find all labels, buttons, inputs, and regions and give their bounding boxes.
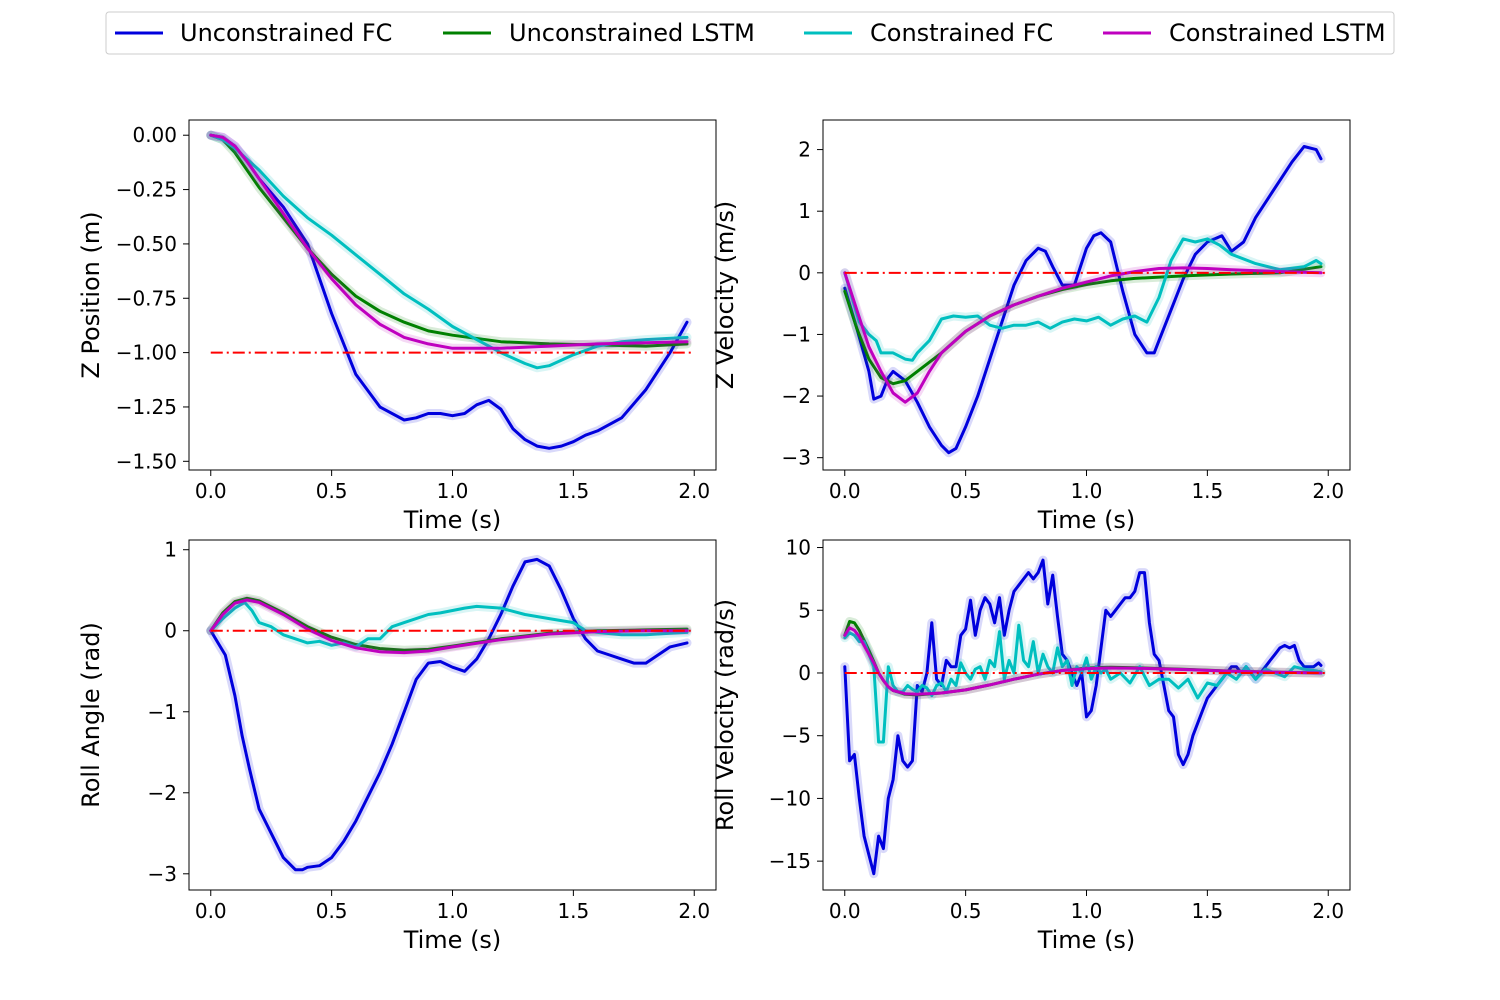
axes-frame — [188, 539, 717, 891]
axes-frame — [822, 119, 1351, 471]
x-tick-label: 2.0 — [678, 479, 710, 503]
legend-entry-constrained-fc: Constrained FC — [804, 19, 1053, 47]
y-tick-label: −0.75 — [116, 286, 177, 310]
series-line-constrained-lstm — [843, 626, 1323, 696]
y-tick-label: −0.50 — [116, 232, 177, 256]
y-tick-label: 1 — [798, 199, 811, 223]
x-tick-label: 0.0 — [195, 899, 227, 923]
y-axis-label-roll-velocity-rad-s: Roll Velocity (rad/s) — [711, 599, 739, 831]
series-line-unconstrained-lstm — [209, 133, 689, 348]
series-band-unconstrained-lstm — [206, 593, 692, 655]
series-line-constrained-fc — [843, 623, 1323, 744]
y-tick-label: −1.50 — [116, 449, 177, 473]
legend-entry-unconstrained-fc: Unconstrained FC — [115, 19, 392, 47]
x-axis-label: Time (s) — [403, 506, 502, 534]
y-tick-label: −10 — [769, 786, 811, 810]
x-tick-label: 2.0 — [1312, 899, 1344, 923]
y-tick-label: 0 — [798, 261, 811, 285]
y-tick-label: −1.25 — [116, 395, 177, 419]
y-tick-label: 2 — [798, 138, 811, 162]
y-axis-label-z-position-m: Z Position (m) — [77, 211, 105, 378]
x-tick-label: 2.0 — [1312, 479, 1344, 503]
series-band-unconstrained-lstm — [206, 130, 692, 351]
series-line-constrained-lstm — [209, 598, 689, 655]
series-line-constrained-lstm — [843, 266, 1323, 404]
x-tick-label: 1.0 — [437, 899, 469, 923]
series-group — [206, 130, 692, 453]
x-tick-label: 0.0 — [829, 479, 861, 503]
x-axis-label: Time (s) — [1037, 926, 1136, 954]
legend-entry-constrained-lstm: Constrained LSTM — [1103, 19, 1386, 47]
subplot-roll-velocity: 0.0 0.5 1.0 1.5 2.0 10 5 0 −5 −10 −15 Time (s) Roll … — [711, 536, 1351, 954]
x-tick-label: 1.5 — [1191, 899, 1223, 923]
series-line-unconstrained-fc — [843, 145, 1323, 455]
subplot-z-position: 0.0 0.5 1.0 1.5 2.0 0.00 −0.25 −0.50 −0.75 −1.00 −… — [77, 119, 717, 534]
y-axis-label-z-velocity-m-s: Z Velocity (m/s) — [711, 201, 739, 390]
y-tick-label: −1 — [148, 700, 177, 724]
x-tick-label: 0.0 — [195, 479, 227, 503]
legend-label-unconstrained-lstm: Unconstrained LSTM — [509, 19, 755, 47]
subplot-z-velocity: 0.0 0.5 1.0 1.5 2.0 2 1 0 −1 −2 −3 Time (s) Z Veloci… — [711, 119, 1351, 534]
series-band-unconstrained-fc — [206, 554, 692, 875]
series-group — [840, 555, 1326, 879]
x-tick-label: 0.5 — [950, 479, 982, 503]
x-tick-label: 1.0 — [1071, 479, 1103, 503]
y-tick-label: 0.00 — [132, 123, 177, 147]
legend-entry-unconstrained-lstm: Unconstrained LSTM — [443, 19, 755, 47]
series-band-unconstrained-fc — [206, 130, 692, 453]
legend-label-unconstrained-fc: Unconstrained FC — [180, 19, 392, 47]
series-group — [206, 554, 692, 875]
x-tick-label: 1.0 — [1071, 899, 1103, 923]
x-axis-label: Time (s) — [1037, 506, 1136, 534]
series-line-constrained-lstm — [209, 133, 689, 350]
series-line-unconstrained-fc — [209, 557, 689, 872]
subplot-roll-angle: 0.0 0.5 1.0 1.5 2.0 1 0 −1 −2 −3 Time (s) Roll Angl… — [77, 538, 717, 954]
y-tick-label: −3 — [782, 446, 811, 470]
series-line-constrained-fc — [209, 133, 689, 370]
y-tick-label: 10 — [786, 536, 811, 560]
legend-frame — [105, 11, 1395, 55]
y-tick-label: 5 — [798, 598, 811, 622]
x-tick-label: 0.0 — [829, 899, 861, 923]
y-tick-label: 1 — [164, 538, 177, 562]
y-tick-label: −3 — [148, 862, 177, 886]
x-tick-label: 1.5 — [1191, 479, 1223, 503]
x-axis-label: Time (s) — [403, 926, 502, 954]
series-band-unconstrained-fc — [840, 142, 1326, 458]
x-tick-label: 0.5 — [316, 479, 348, 503]
series-band-constrained-lstm — [206, 130, 692, 353]
y-tick-label: 0 — [798, 661, 811, 685]
x-tick-label: 0.5 — [316, 899, 348, 923]
y-tick-label: −1 — [782, 322, 811, 346]
x-tick-label: 1.5 — [557, 479, 589, 503]
y-tick-label: −15 — [769, 849, 811, 873]
x-tick-label: 1.0 — [437, 479, 469, 503]
x-tick-label: 2.0 — [678, 899, 710, 923]
y-tick-label: −5 — [782, 724, 811, 748]
legend-label-constrained-fc: Constrained FC — [870, 19, 1053, 47]
x-tick-label: 1.5 — [557, 899, 589, 923]
series-line-unconstrained-fc — [209, 133, 689, 450]
x-tick-label: 0.5 — [950, 899, 982, 923]
series-group — [840, 142, 1326, 458]
series-line-constrained-fc — [843, 237, 1323, 362]
y-tick-label: −0.25 — [116, 178, 177, 202]
legend: Unconstrained FC Unconstrained LSTM Cons… — [105, 11, 1395, 55]
y-tick-label: −1.00 — [116, 341, 177, 365]
y-tick-label: −2 — [782, 384, 811, 408]
series-line-constrained-fc — [209, 600, 689, 649]
y-tick-label: 0 — [164, 619, 177, 643]
legend-label-constrained-lstm: Constrained LSTM — [1169, 19, 1386, 47]
y-tick-label: −2 — [148, 781, 177, 805]
y-axis-label-roll-angle-rad: Roll Angle (rad) — [77, 622, 105, 808]
